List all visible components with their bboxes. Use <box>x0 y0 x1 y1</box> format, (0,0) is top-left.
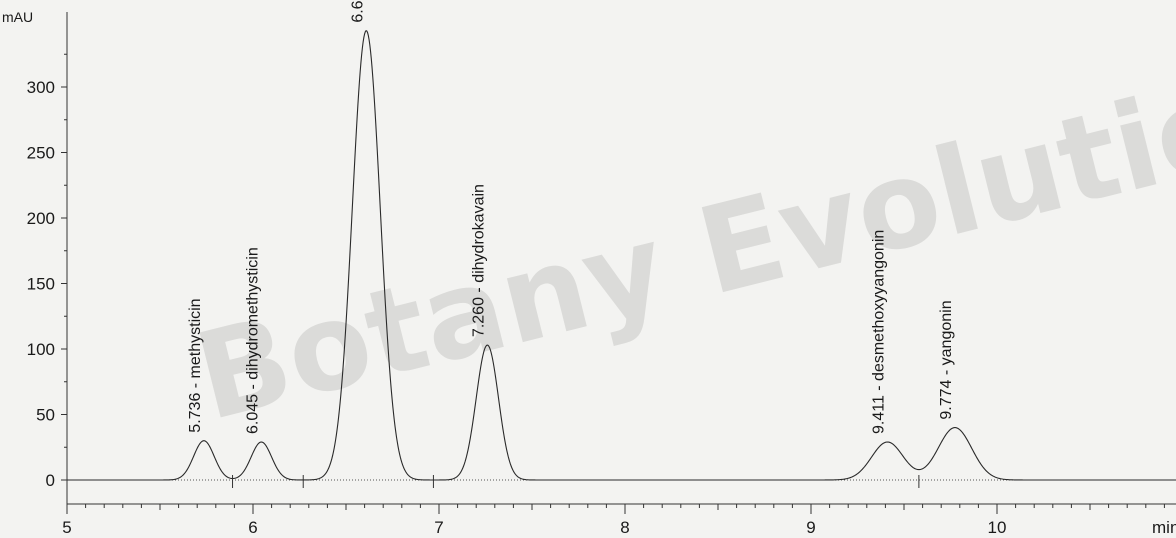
y-tick-label: 0 <box>46 471 55 490</box>
x-tick-label: 10 <box>988 518 1007 537</box>
trace-layer <box>67 30 1176 481</box>
y-tick-label: 300 <box>27 78 55 97</box>
x-tick-label: 7 <box>434 518 443 537</box>
x-tick-label: 8 <box>620 518 629 537</box>
y-tick-label: 150 <box>27 275 55 294</box>
x-tick-label: 9 <box>806 518 815 537</box>
y-tick-label: 250 <box>27 144 55 163</box>
peak-label: 9.411 - desmethoxyyangonin <box>870 230 887 434</box>
peak-label: 9.774 - yangonin <box>938 300 955 419</box>
x-tick-label: 5 <box>62 518 71 537</box>
axes: 0 50 100 150 200 250 300 mAU 5 6 7 8 9 10 min <box>2 9 1176 537</box>
peak-labels: 5.736 - methysticin 6.045 - dihydromethys… <box>187 0 955 434</box>
peak-label: 6.045 - dihydromethysticin <box>244 247 261 434</box>
peak-label: 7.260 - dihydrokavain <box>470 184 487 337</box>
y-tick-label: 200 <box>27 209 55 228</box>
watermark: Botany Evolution <box>183 34 1176 448</box>
x-axis-unit-label: min <box>1152 518 1176 537</box>
chromatogram-trace <box>67 30 1176 481</box>
y-tick-label: 50 <box>36 406 55 425</box>
y-tick-label: 100 <box>27 340 55 359</box>
peak-label: 5.736 - methysticin <box>187 298 204 432</box>
peak-label: 6.609 - kavain <box>349 0 366 23</box>
x-tick-label: 6 <box>248 518 257 537</box>
watermark-text: Botany Evolution <box>183 34 1176 448</box>
y-axis-unit-label: mAU <box>2 9 33 25</box>
